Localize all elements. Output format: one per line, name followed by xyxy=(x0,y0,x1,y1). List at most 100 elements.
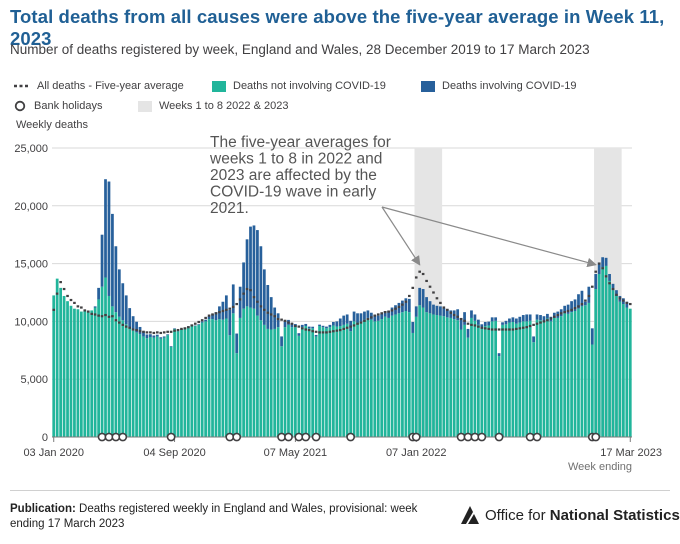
bar-covid xyxy=(407,298,411,313)
bank-holiday-marker xyxy=(232,432,242,442)
average-point xyxy=(411,286,415,289)
legend-average[interactable]: All deaths - Five-year average xyxy=(14,80,184,92)
bar-covid xyxy=(394,305,397,315)
average-point xyxy=(432,291,435,294)
legend-bank-holidays[interactable]: Bank holidays xyxy=(14,100,103,112)
average-point xyxy=(221,309,225,313)
bar-non-covid xyxy=(152,337,156,437)
bar-non-covid xyxy=(262,324,266,437)
bar-non-covid xyxy=(297,335,301,437)
bar-covid xyxy=(262,269,266,325)
bar-covid xyxy=(552,312,556,318)
bar-non-covid xyxy=(445,317,449,437)
average-point xyxy=(55,292,59,295)
bar-covid xyxy=(428,301,432,314)
bar-non-covid xyxy=(535,319,539,437)
bar-covid xyxy=(117,269,121,317)
average-point xyxy=(90,312,94,315)
average-point xyxy=(180,327,183,331)
y-tick-label: 10,000 xyxy=(14,316,48,328)
bar-non-covid xyxy=(245,306,249,437)
bar-non-covid xyxy=(394,314,397,437)
average-point xyxy=(466,322,470,325)
bar-covid xyxy=(604,257,608,266)
ons-brand[interactable]: Office for National Statistics xyxy=(460,505,680,525)
bar-covid xyxy=(238,286,242,318)
average-point xyxy=(135,328,138,332)
bar-non-covid xyxy=(483,326,487,437)
average-point xyxy=(483,327,487,330)
bar-non-covid xyxy=(200,322,204,437)
bar-covid xyxy=(483,321,487,327)
average-point xyxy=(266,311,270,314)
average-point xyxy=(342,327,346,331)
bar-non-covid xyxy=(345,323,349,437)
average-point xyxy=(304,328,308,331)
average-point xyxy=(263,308,266,311)
bar-non-covid xyxy=(421,307,425,437)
average-point xyxy=(242,292,245,295)
bank-holiday-marker xyxy=(284,432,293,442)
publication-text: Deaths registered weekly in England and … xyxy=(10,503,418,530)
average-point xyxy=(66,294,69,298)
bar-non-covid xyxy=(304,326,308,437)
average-point xyxy=(490,328,494,331)
average-point xyxy=(338,328,342,332)
bar-non-covid xyxy=(473,320,477,437)
average-point xyxy=(138,330,142,333)
average-point xyxy=(204,316,207,320)
bar-non-covid xyxy=(401,312,404,437)
average-point xyxy=(290,322,294,325)
average-point xyxy=(252,296,256,299)
bar-non-covid xyxy=(621,304,625,437)
circle-icon xyxy=(14,100,26,112)
bar-non-covid xyxy=(311,328,315,437)
legend-non-covid[interactable]: Deaths not involving COVID-19 xyxy=(212,80,386,92)
bar-non-covid xyxy=(369,319,373,437)
bar-covid xyxy=(283,320,287,328)
bar-non-covid xyxy=(432,314,435,437)
average-point xyxy=(445,308,449,311)
average-point xyxy=(283,319,287,322)
bar-non-covid xyxy=(407,312,411,437)
bar-covid xyxy=(100,234,104,287)
legend-covid-label: Deaths involving COVID-19 xyxy=(442,80,577,92)
bar-covid xyxy=(514,318,518,324)
bars xyxy=(52,179,632,437)
bar-non-covid xyxy=(376,320,380,437)
bar-non-covid xyxy=(294,327,297,437)
bar-non-covid xyxy=(100,286,104,437)
bar-non-covid xyxy=(314,336,318,437)
bar-non-covid xyxy=(214,320,218,437)
bar-non-covid xyxy=(221,319,225,437)
bar-covid xyxy=(214,312,218,321)
legend-covid[interactable]: Deaths involving COVID-19 xyxy=(421,80,577,92)
average-point xyxy=(183,327,187,330)
bar-non-covid xyxy=(504,324,508,437)
average-point xyxy=(383,311,387,314)
bar-non-covid xyxy=(466,337,470,437)
annotation-line: The five-year averages for xyxy=(210,134,391,151)
average-point xyxy=(584,299,587,302)
bar-covid xyxy=(387,310,390,318)
average-point xyxy=(69,298,73,302)
legend-average-label: All deaths - Five-year average xyxy=(37,80,184,92)
bar-non-covid xyxy=(590,344,594,437)
bar-non-covid xyxy=(228,335,232,437)
average-point xyxy=(421,272,425,276)
bar-covid xyxy=(314,334,318,337)
bar-non-covid xyxy=(566,313,570,437)
bar-non-covid xyxy=(476,324,480,437)
bar-covid xyxy=(518,316,522,323)
average-point xyxy=(604,275,608,278)
bar-non-covid xyxy=(117,316,121,437)
average-point xyxy=(494,328,497,331)
bar-non-covid xyxy=(183,327,187,437)
average-point xyxy=(439,301,442,305)
legend-weeks-shaded[interactable]: Weeks 1 to 8 2022 & 2023 xyxy=(138,100,288,112)
average-point xyxy=(235,302,239,306)
bar-non-covid xyxy=(135,332,138,437)
average-point xyxy=(297,325,301,328)
bar-covid xyxy=(418,287,422,306)
bar-covid xyxy=(311,326,315,329)
